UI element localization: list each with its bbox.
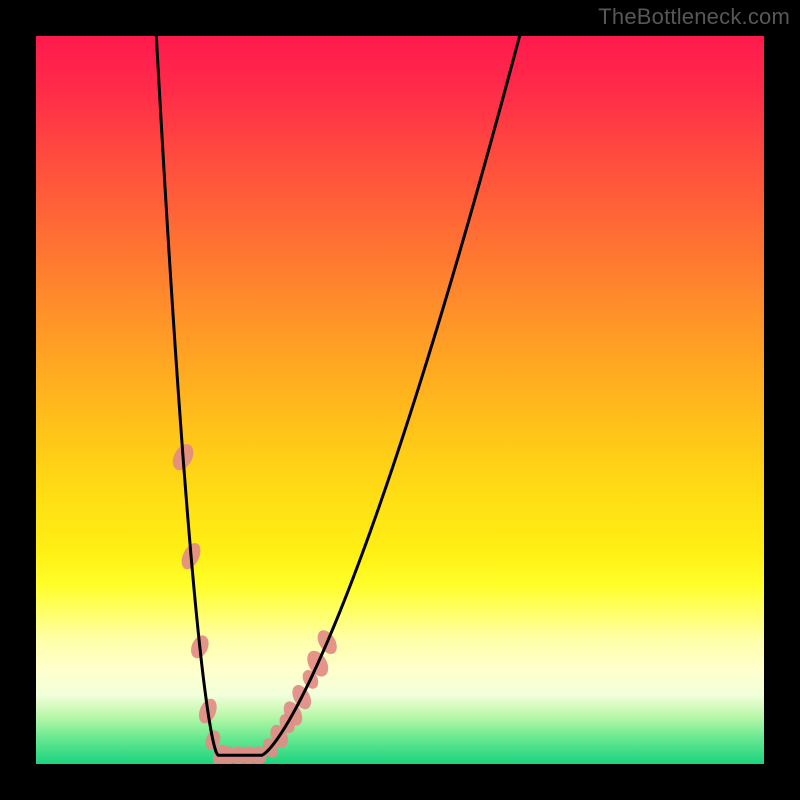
v-curve [58,36,764,755]
plot-area [36,36,764,764]
watermark-text: TheBottleneck.com [598,4,790,30]
curve-overlay [36,36,764,764]
stage: TheBottleneck.com [0,0,800,800]
